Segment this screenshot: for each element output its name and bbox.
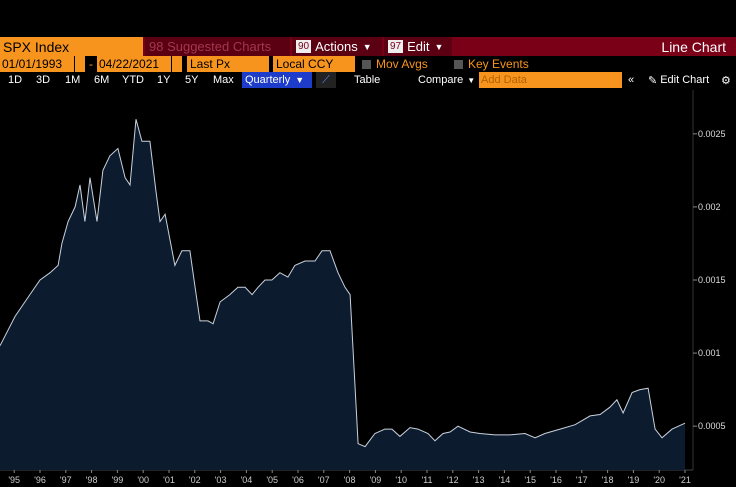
x-tick-label: '09 [370,475,382,485]
dropdown-caret: ▼ [362,41,372,52]
dropdown-caret: ▼ [434,41,444,52]
x-tick-label: '02 [189,475,201,485]
menu-number: 97 [388,40,404,53]
add-data-field[interactable]: Add Data [479,72,622,88]
y-tick-label: 0.001 [698,348,721,358]
x-tick-label: '03 [215,475,227,485]
x-tick-label: '15 [524,475,536,485]
checkbox[interactable] [362,60,371,69]
x-tick-label: '97 [60,475,72,485]
x-tick-label: '10 [395,475,407,485]
menu-label: Actions [315,39,358,54]
period-button[interactable]: 1D [8,74,23,86]
period-button[interactable]: 1Y [157,74,171,86]
field-select[interactable]: Last Px [187,56,269,72]
x-tick-label: '95 [8,475,20,485]
ticker-field[interactable]: SPX Index [0,37,143,56]
area-fill [0,119,685,470]
y-tick-label: 0.0025 [698,129,726,139]
calendar-icon[interactable] [75,56,85,72]
chart-kind: Line Chart [661,38,726,55]
y-tick-label: 0.002 [698,202,721,212]
x-tick-label: '14 [499,475,511,485]
mov-avgs[interactable]: Mov Avgs [376,57,428,71]
x-tick-label: '17 [576,475,588,485]
actions-menu[interactable]: 90 Actions ▼ [292,37,382,56]
x-tick-label: '06 [292,475,304,485]
x-tick-label: '16 [550,475,562,485]
y-tick-label: 0.0005 [698,421,726,431]
edit-chart-label: Edit Chart [660,74,710,86]
x-tick-label: '19 [628,475,640,485]
compare-menu[interactable]: Compare ▼ [418,72,475,88]
area-line [0,119,686,448]
key-events[interactable]: Key Events [468,57,529,71]
date-separator: - [89,57,93,71]
x-tick-label: '99 [112,475,124,485]
chart-icon[interactable]: ⟋ [316,72,336,88]
x-tick-label: '01 [163,475,175,485]
x-tick-label: '11 [421,475,432,485]
x-tick-label: '12 [447,475,459,485]
x-tick-label: '20 [653,475,665,485]
period-button[interactable]: 1M [65,74,81,86]
x-tick-label: '08 [344,475,356,485]
compare-label: Compare [418,74,464,86]
x-tick-label: '07 [318,475,330,485]
period-button[interactable]: 6M [94,74,110,86]
dropdown-caret: ▼ [295,75,305,85]
collapse-button[interactable]: « [628,74,635,86]
x-tick-label: '05 [266,475,278,485]
frequency-select[interactable]: Quarterly ▼ [242,72,312,88]
period-button[interactable]: 5Y [185,74,199,86]
x-tick-label: '00 [137,475,149,485]
period-button[interactable]: Max [213,74,234,86]
settings-icon[interactable]: ⚙ [721,74,731,87]
suggested-charts[interactable]: 98 Suggested Charts [145,37,290,56]
y-tick-label: 0.0015 [698,275,726,285]
toolbar-main: SPX Index 98 Suggested Charts 90 Actions ▼… [0,37,736,56]
checkbox[interactable] [454,60,463,69]
edit-chart-button[interactable]: ✎ Edit Chart [648,72,709,88]
dropdown-caret: ▼ [467,75,476,85]
menu-label: Edit [407,39,430,54]
period-button[interactable]: YTD [122,74,144,86]
x-tick-label: '96 [34,475,46,485]
menu-number: 90 [296,40,312,53]
period-button[interactable]: 3D [36,74,51,86]
currency-select[interactable]: Local CCY [273,56,355,72]
x-tick-label: '18 [602,475,614,485]
x-tick-label: '13 [473,475,485,485]
chart: 0.0005 0.001 0.0015 0.002 0.0025 '95 '96 '97 '98… [0,90,726,485]
calendar-icon[interactable] [172,56,182,72]
edit-menu[interactable]: 97 Edit ▼ [384,37,452,56]
frequency-label: Quarterly [245,74,291,86]
end-date[interactable]: 04/22/2021 [97,56,171,72]
table-button[interactable]: Table [354,74,381,86]
pencil-icon: ✎ [648,74,658,87]
toolbar-periods: Quarterly ▼ ⟋ Table Compare ▼ Add Data « ✎… [0,72,736,88]
toolbar-dates: 01/01/1993 - 04/22/2021 Last Px Local CC… [0,56,736,72]
x-tick-label: '04 [241,475,253,485]
start-date[interactable]: 01/01/1993 [0,56,74,72]
x-tick-label: '21 [679,475,691,485]
x-tick-label: '98 [86,475,98,485]
